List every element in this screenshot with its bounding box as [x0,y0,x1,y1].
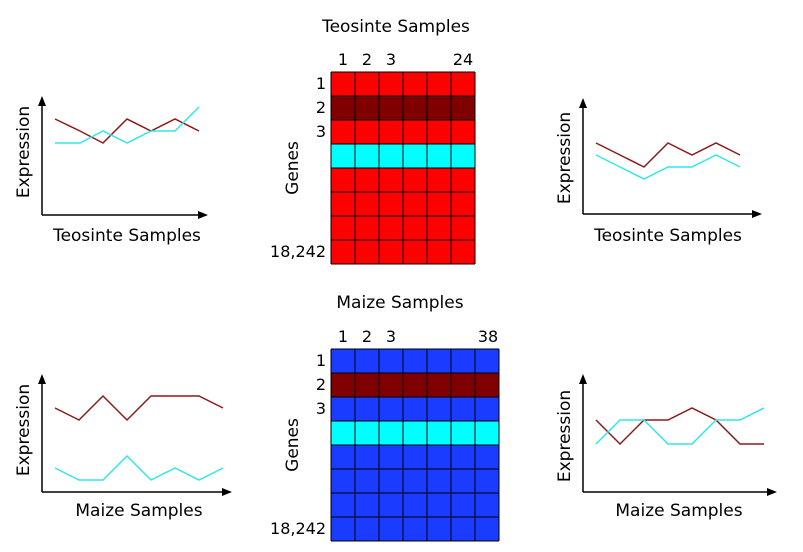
maize-heatmap-row [331,493,499,517]
maize-gene-label-last: 18,242 [270,519,326,538]
maize-right-y-arrow [579,374,587,384]
maize-heatmap [330,348,500,542]
maize-gene-label-3: 3 [316,399,326,418]
maize-heatmap-row-dark-band [331,373,499,397]
teosinte-sample-label-2: 2 [362,50,372,69]
maize-sample-label-1: 1 [338,327,348,346]
maize-left-x-arrow [222,488,232,496]
teosinte-sample-label-1: 1 [338,50,348,69]
teosinte-sample-label-last: 24 [453,50,473,69]
maize-gene-label-2: 2 [316,375,326,394]
maize-heatmap-row [331,517,499,541]
maize-heatmap-row [331,445,499,469]
teosinte-heatmap [330,71,476,265]
maize-right-plot: Maize Samples Expression [555,374,777,521]
teosinte-right-x-arrow [752,210,762,218]
maize-left-ylabel: Expression [14,384,34,476]
teosinte-right-y-arrow [579,98,587,108]
maize-sample-label-2: 2 [362,327,372,346]
teosinte-gene-label-last: 18,242 [270,242,326,261]
teosinte-gene-label-3: 3 [316,122,326,141]
maize-right-cyan-series [595,407,765,445]
maize-left-y-arrow [38,374,46,384]
teosinte-left-ylabel: Expression [14,106,34,198]
maize-gene-label-1: 1 [316,351,326,370]
maize-genes-axis-label: Genes [283,418,303,472]
teosinte-left-cyan-series [55,106,200,144]
teosinte-title: Teosinte Samples [321,17,470,37]
maize-sample-label-3: 3 [386,327,396,346]
maize-left-dark-series [54,394,224,422]
teosinte-right-dark-series [595,142,741,168]
teosinte-right-ylabel: Expression [555,112,575,204]
maize-heatmap-row [331,397,499,421]
maize-left-plot: Maize Samples Expression [14,374,232,521]
teosinte-panel: Teosinte Samples 1 2 3 24 1 2 3 18,242 G… [14,17,762,265]
teosinte-right-plot: Teosinte Samples Expression [555,98,762,246]
teosinte-gene-label-1: 1 [316,74,326,93]
maize-heatmap-row [331,469,499,493]
maize-panel: Maize Samples 1 2 3 38 1 2 3 18,242 Gene… [14,293,777,542]
maize-title: Maize Samples [336,293,463,313]
teosinte-left-x-arrow [198,211,208,219]
maize-left-cyan-series [54,454,224,481]
teosinte-sample-label-3: 3 [386,50,396,69]
teosinte-left-plot: Teosinte Samples Expression [14,96,208,246]
teosinte-right-cyan-series [595,154,741,180]
teosinte-genes-axis-label: Genes [283,141,303,195]
teosinte-left-xlabel: Teosinte Samples [52,226,201,246]
maize-right-dark-series [595,407,764,446]
maize-right-ylabel: Expression [555,390,575,482]
maize-right-x-arrow [767,488,777,496]
maize-heatmap-row [331,349,499,373]
teosinte-gene-label-2: 2 [316,98,326,117]
maize-right-xlabel: Maize Samples [615,501,742,521]
maize-sample-label-last: 38 [478,327,498,346]
maize-left-xlabel: Maize Samples [75,501,202,521]
teosinte-left-dark-series [54,118,200,144]
teosinte-right-xlabel: Teosinte Samples [593,226,742,246]
maize-heatmap-row-cyan-band [331,421,499,445]
teosinte-left-y-arrow [38,96,46,106]
